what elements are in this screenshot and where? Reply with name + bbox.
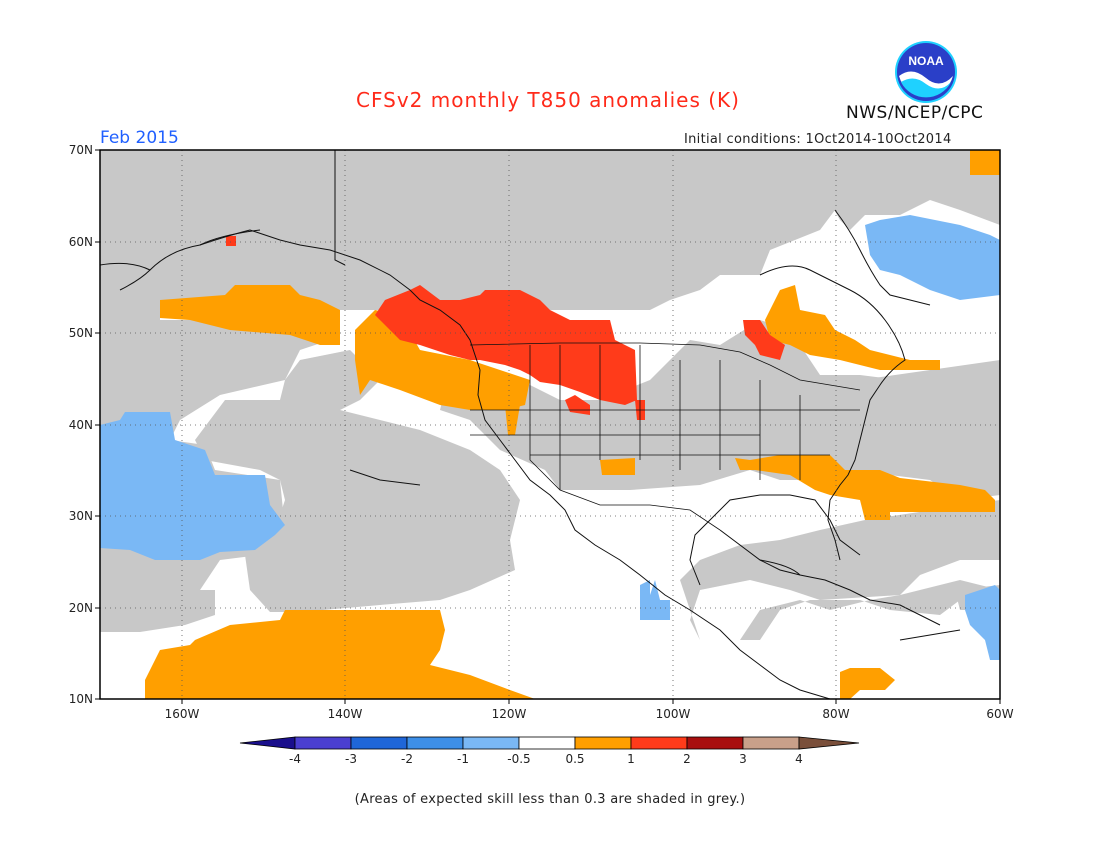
colorbar-tick-label: -0.5 bbox=[507, 752, 530, 766]
lat-label: 20N bbox=[69, 601, 93, 615]
colorbar-tick-label: -3 bbox=[345, 752, 357, 766]
colorbar-arrow-left bbox=[239, 736, 296, 750]
lat-label: 40N bbox=[69, 418, 93, 432]
colorbar-swatch bbox=[518, 736, 576, 750]
lat-label: 30N bbox=[69, 509, 93, 523]
initial-conditions: Initial conditions: 1Oct2014-10Oct2014 bbox=[684, 132, 952, 147]
lon-label: 100W bbox=[656, 707, 691, 721]
axis-ticks bbox=[95, 149, 1001, 704]
political-boundaries bbox=[469, 342, 861, 531]
colorbar-swatch bbox=[630, 736, 688, 750]
coastlines bbox=[99, 150, 961, 700]
lon-label: 60W bbox=[986, 707, 1013, 721]
lon-label: 160W bbox=[165, 707, 200, 721]
colorbar-tick-label: -1 bbox=[457, 752, 469, 766]
lon-label: 80W bbox=[822, 707, 849, 721]
latitude-labels: 70N 60N 50N 40N 30N 20N 10N bbox=[69, 143, 93, 706]
colorbar-swatch bbox=[350, 736, 408, 750]
colorbar-tick-label: 0.5 bbox=[565, 752, 584, 766]
color-legend: -4 -3 -2 -1 -0.5 0.5 1 2 3 4 bbox=[239, 736, 860, 766]
longitude-labels: 160W 140W 120W 100W 80W 60W bbox=[165, 707, 1014, 721]
colorbar-swatch bbox=[406, 736, 464, 750]
lon-label: 120W bbox=[492, 707, 527, 721]
skill-note: (Areas of expected skill less than 0.3 a… bbox=[354, 792, 746, 807]
colorbar-tick-label: 4 bbox=[795, 752, 803, 766]
colorbar-swatch bbox=[462, 736, 520, 750]
lat-label: 70N bbox=[69, 143, 93, 157]
low-skill-shading bbox=[100, 150, 1000, 640]
lat-label: 50N bbox=[69, 326, 93, 340]
colorbar-tick-label: 3 bbox=[739, 752, 747, 766]
graticule bbox=[100, 150, 1000, 699]
colorbar-tick-label: -2 bbox=[401, 752, 413, 766]
lat-label: 60N bbox=[69, 235, 93, 249]
colorbar-swatch bbox=[686, 736, 744, 750]
lon-label: 140W bbox=[328, 707, 363, 721]
map-title: CFSv2 monthly T850 anomalies (K) bbox=[356, 88, 740, 112]
logo-text: NOAA bbox=[908, 54, 944, 68]
colorbar-swatch bbox=[294, 736, 352, 750]
warm-anomaly-areas-low bbox=[145, 150, 1000, 699]
colorbar-tick-label: 2 bbox=[683, 752, 691, 766]
colorbar-tick-label: -4 bbox=[289, 752, 301, 766]
colorbar-swatch bbox=[742, 736, 800, 750]
colorbar-arrow-right bbox=[798, 736, 860, 750]
colorbar-tick-label: 1 bbox=[627, 752, 635, 766]
colorbar-swatch bbox=[574, 736, 632, 750]
noaa-logo: NOAA bbox=[895, 41, 957, 103]
cool-anomaly-areas bbox=[100, 215, 1000, 660]
organization-label: NWS/NCEP/CPC bbox=[846, 103, 984, 123]
forecast-month: Feb 2015 bbox=[100, 128, 179, 148]
lat-label: 10N bbox=[69, 692, 93, 706]
